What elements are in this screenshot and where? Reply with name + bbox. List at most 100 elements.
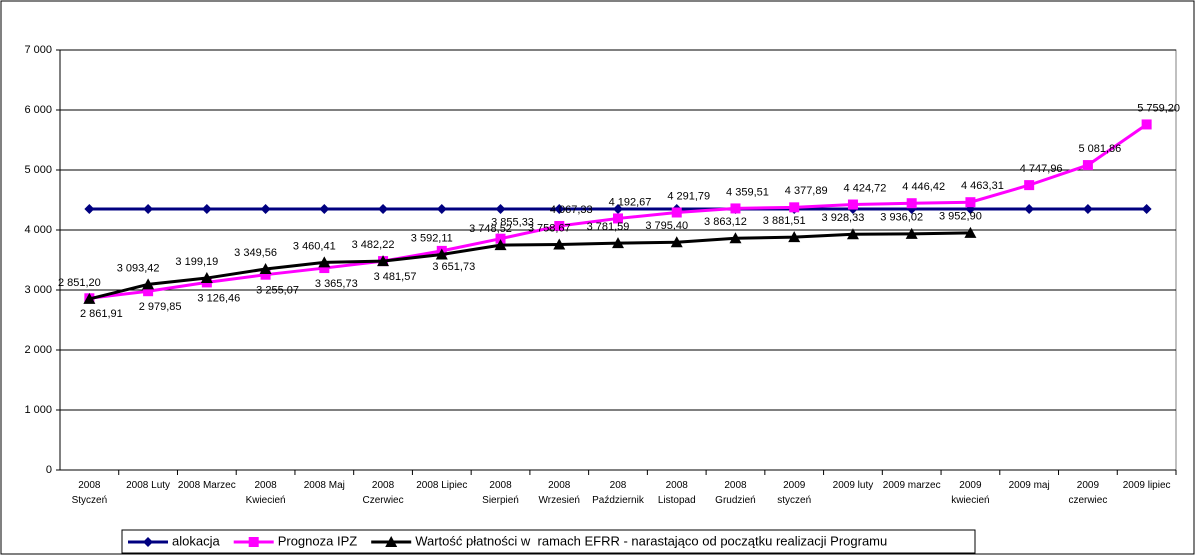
x-tick-label: 2009 maj [1008,480,1050,491]
data-label: 3 952,90 [939,211,982,223]
data-label: 4 192,67 [609,196,652,208]
y-tick-label: 2 000 [24,344,52,356]
data-label: 3 126,46 [197,292,240,304]
data-label: 4 446,42 [902,181,945,193]
marker [670,236,683,248]
marker [143,204,154,214]
data-label: 4 424,72 [844,182,887,194]
data-label: 3 881,51 [763,215,806,227]
marker [83,292,96,304]
x-tick-label: 2009 czerwiec [1068,480,1108,506]
marker [554,220,565,231]
data-label: 3 795,40 [645,220,688,232]
x-tick-label: 2009 styczeń [777,480,812,506]
marker [965,197,976,208]
marker [248,537,259,547]
marker [377,255,390,267]
y-tick-label: 4 000 [24,224,52,236]
data-label: 3 758,67 [528,222,571,234]
data-label: 2 979,85 [139,301,182,313]
data-label: 3 928,33 [822,212,865,224]
marker [1024,180,1035,191]
x-tick-label: 2008 Listopad [657,480,696,506]
marker [554,204,565,214]
marker [259,263,272,275]
data-label: 3 651,73 [432,261,475,273]
marker [494,239,507,251]
data-label: 4 359,51 [726,186,769,198]
data-label: 3 592,11 [411,232,453,244]
marker [847,199,858,210]
marker [495,204,506,214]
marker [436,204,447,214]
x-tick-label: 2009 luty [832,480,874,491]
series-line [89,231,971,301]
marker [1024,204,1035,214]
marker [730,203,741,214]
marker [318,256,331,268]
data-label: 3 093,42 [117,262,160,274]
marker [495,233,506,244]
marker [553,238,566,250]
data-label: 5 081,86 [1078,143,1121,155]
marker [1141,204,1152,214]
data-label: 3 482,22 [352,239,395,251]
data-label: 3 365,73 [315,278,358,290]
data-label: 4 463,31 [961,180,1004,192]
x-tick-label: 2008 Grudzień [715,480,756,506]
data-label: 4 377,89 [785,185,828,197]
legend-box [121,529,976,554]
x-tick-label: 208 Październik [592,480,644,506]
data-label: 3 255,07 [256,285,299,297]
marker [788,231,801,243]
x-tick-label: 2009 lipiec [1122,480,1171,491]
x-tick-label: 2008 Czerwiec [362,480,404,506]
x-tick-label: 2008 Maj [303,480,345,491]
data-label: 4 747,96 [1020,163,1063,175]
marker [1082,204,1093,214]
x-tick-label: 2008 Kwiecień [245,480,286,506]
legend-label: alokacja [172,533,220,548]
marker [319,263,330,274]
marker [906,198,917,209]
y-tick-label: 7 000 [24,44,52,56]
marker [143,537,153,547]
marker [671,207,682,218]
marker [612,237,624,249]
marker [200,272,213,284]
data-label: 3 863,12 [704,216,747,228]
y-tick-label: 1 000 [24,404,52,416]
marker [905,227,918,239]
marker [142,278,155,290]
data-label: 4 067,33 [550,204,593,216]
x-tick-label: 2008 Lipiec [416,480,468,491]
x-tick-label: 2008 Sierpień [482,480,519,506]
data-label: 3 349,56 [234,247,277,259]
x-tick-label: 2008 Wrzesień [538,480,581,506]
plot-area [59,49,1177,471]
marker [789,202,800,213]
marker [846,228,859,240]
legend: alokacja Prognoza IPZ Wartość płatności w … [121,529,976,554]
marker [613,204,623,214]
data-label: 3 460,41 [293,240,336,252]
marker [1082,160,1093,171]
marker [729,232,742,244]
y-tick-label: 6 000 [24,104,52,116]
marker [385,536,398,547]
y-tick-label: 3 000 [24,284,52,296]
marker [201,204,212,214]
legend-label: Wartość płatności w ramach EFRR - narast… [415,533,887,548]
data-label: 3 855,33 [491,217,534,229]
y-tick-label: 5 000 [24,164,52,176]
marker [143,286,154,297]
marker [260,204,271,214]
legend-label: Prognoza IPZ [278,533,358,548]
y-tick-label: 0 [46,464,52,476]
data-label: 2 861,91 [80,308,123,320]
x-tick-label: 2009 kwiecień [951,480,990,506]
marker [378,204,389,214]
marker [319,204,330,214]
